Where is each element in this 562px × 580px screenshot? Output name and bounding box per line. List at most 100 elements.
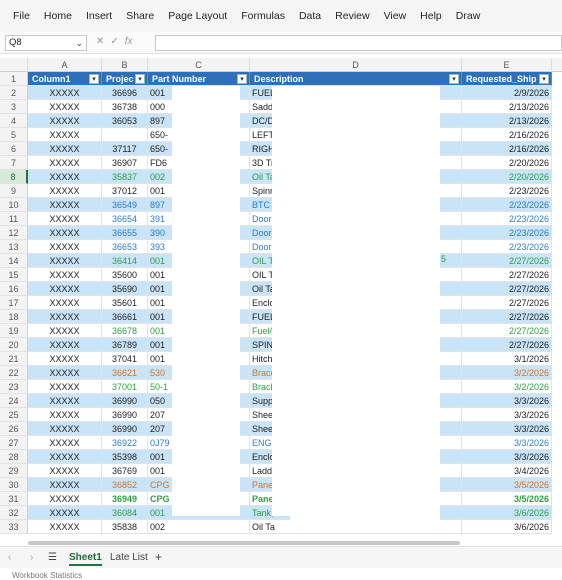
row-number[interactable]: 18 [0, 310, 28, 324]
table-cell-e[interactable]: 2/9/2026 [462, 86, 552, 100]
table-cell-b[interactable]: 37001 [102, 380, 148, 394]
table-cell-e[interactable]: 2/23/2026 [462, 212, 552, 226]
table-cell-e[interactable]: 2/16/2026 [462, 128, 552, 142]
table-cell-b[interactable]: 36949 [102, 492, 148, 506]
table-header-cell[interactable]: Projec ▾ [102, 72, 148, 86]
table-cell-b[interactable]: 36990 [102, 422, 148, 436]
table-cell-b[interactable]: 36769 [102, 464, 148, 478]
row-number[interactable]: 20 [0, 338, 28, 352]
table-cell-a[interactable]: XXXXX [28, 408, 102, 422]
table-cell-a[interactable]: XXXXX [28, 366, 102, 380]
table-cell-b[interactable]: 36654 [102, 212, 148, 226]
filter-dropdown-icon[interactable]: ▾ [89, 74, 99, 84]
table-cell-a[interactable]: XXXXX [28, 352, 102, 366]
table-cell-a[interactable]: XXXXX [28, 394, 102, 408]
table-cell-a[interactable]: XXXXX [28, 338, 102, 352]
table-cell-a[interactable]: XXXXX [28, 282, 102, 296]
filter-dropdown-icon[interactable]: ▾ [539, 74, 549, 84]
table-cell-b[interactable] [102, 128, 148, 142]
table-cell-b[interactable]: 36655 [102, 226, 148, 240]
table-cell-e[interactable]: 2/13/2026 [462, 100, 552, 114]
table-cell-a[interactable]: XXXXX [28, 268, 102, 282]
menu-formulas[interactable]: Formulas [241, 10, 285, 22]
table-cell-b[interactable]: 36789 [102, 338, 148, 352]
table-cell-e[interactable]: 2/13/2026 [462, 114, 552, 128]
table-cell-e[interactable]: 3/3/2026 [462, 436, 552, 450]
row-number[interactable]: 32 [0, 506, 28, 520]
row-number[interactable]: 23 [0, 380, 28, 394]
row-number[interactable]: 2 [0, 86, 28, 100]
table-cell-b[interactable]: 37041 [102, 352, 148, 366]
table-header-cell[interactable]: Description ▾ [250, 72, 462, 86]
table-cell-b[interactable]: 36696 [102, 86, 148, 100]
table-header-cell[interactable]: Requested_Ship ▾ [462, 72, 552, 86]
table-cell-b[interactable]: 36549 [102, 198, 148, 212]
column-header-c[interactable]: C [148, 58, 250, 72]
menu-file[interactable]: File [13, 10, 30, 22]
table-cell-e[interactable]: 2/27/2026 [462, 268, 552, 282]
table-cell-b[interactable]: 36738 [102, 100, 148, 114]
menu-home[interactable]: Home [43, 10, 72, 22]
menu-help[interactable]: Help [420, 10, 442, 22]
table-cell-e[interactable]: 2/23/2026 [462, 198, 552, 212]
table-cell-b[interactable]: 35690 [102, 282, 148, 296]
table-cell-b[interactable]: 36053 [102, 114, 148, 128]
table-cell-b[interactable]: 37012 [102, 184, 148, 198]
table-cell-b[interactable]: 36852 [102, 478, 148, 492]
row-number[interactable]: 21 [0, 352, 28, 366]
horizontal-scrollbar[interactable] [28, 541, 460, 545]
row-number[interactable]: 26 [0, 422, 28, 436]
table-row[interactable]: 11 XXXXX 36654 391 Door 2/23/2026 [0, 212, 562, 226]
filter-dropdown-icon[interactable]: ▾ [135, 74, 145, 84]
table-cell-a[interactable]: XXXXX [28, 100, 102, 114]
table-cell-a[interactable]: XXXXX [28, 226, 102, 240]
menu-review[interactable]: Review [335, 10, 370, 22]
row-number[interactable]: 24 [0, 394, 28, 408]
menu-view[interactable]: View [383, 10, 407, 22]
table-cell-a[interactable]: XXXXX [28, 324, 102, 338]
table-cell-d[interactable]: Oil Ta [250, 520, 462, 534]
row-number[interactable]: 15 [0, 268, 28, 282]
table-cell-e[interactable]: 2/20/2026 [462, 170, 552, 184]
table-cell-b[interactable]: 36907 [102, 156, 148, 170]
row-number[interactable]: 14 [0, 254, 28, 268]
row-number[interactable]: 31 [0, 492, 28, 506]
row-number[interactable]: 29 [0, 464, 28, 478]
status-bar-text[interactable]: Workbook Statistics [12, 571, 83, 580]
table-cell-b[interactable]: 36990 [102, 408, 148, 422]
tab-late-list[interactable]: Late List [110, 552, 148, 563]
table-cell-b[interactable]: 36621 [102, 366, 148, 380]
table-cell-b[interactable]: 35600 [102, 268, 148, 282]
table-cell-a[interactable]: XXXXX [28, 478, 102, 492]
table-cell-b[interactable]: 36084 [102, 506, 148, 520]
table-cell-b[interactable]: 36990 [102, 394, 148, 408]
table-cell-a[interactable]: XXXXX [28, 240, 102, 254]
table-cell-b[interactable]: 37117 [102, 142, 148, 156]
table-cell-e[interactable]: 2/20/2026 [462, 156, 552, 170]
add-sheet-button[interactable]: + [155, 550, 163, 564]
row-number[interactable]: 16 [0, 282, 28, 296]
table-cell-a[interactable]: XXXXX [28, 184, 102, 198]
table-cell-b[interactable]: 35837 [102, 170, 148, 184]
row-number[interactable]: 4 [0, 114, 28, 128]
tab-sheet1[interactable]: Sheet1 [69, 552, 102, 566]
table-cell-e[interactable]: 3/2/2026 [462, 366, 552, 380]
scroll-left-icon[interactable]: ‹ [8, 552, 12, 563]
table-cell-e[interactable]: 3/1/2026 [462, 352, 552, 366]
table-cell-a[interactable]: XXXXX [28, 380, 102, 394]
row-number[interactable]: 30 [0, 478, 28, 492]
table-cell-a[interactable]: XXXXX [28, 170, 102, 184]
table-cell-e[interactable]: 3/5/2026 [462, 478, 552, 492]
row-number[interactable]: 7 [0, 156, 28, 170]
table-cell-b[interactable]: 36414 [102, 254, 148, 268]
menu-data[interactable]: Data [298, 10, 322, 22]
table-cell-a[interactable]: XXXXX [28, 492, 102, 506]
table-cell-b[interactable]: 35398 [102, 450, 148, 464]
table-cell-a[interactable]: XXXXX [28, 156, 102, 170]
table-row[interactable]: 33 XXXXX 35838 002 Oil Ta 3/6/2026 [0, 520, 562, 534]
table-cell-a[interactable]: XXXXX [28, 254, 102, 268]
row-number[interactable]: 17 [0, 296, 28, 310]
table-cell-e[interactable]: 2/23/2026 [462, 240, 552, 254]
menu-insert[interactable]: Insert [85, 10, 113, 22]
